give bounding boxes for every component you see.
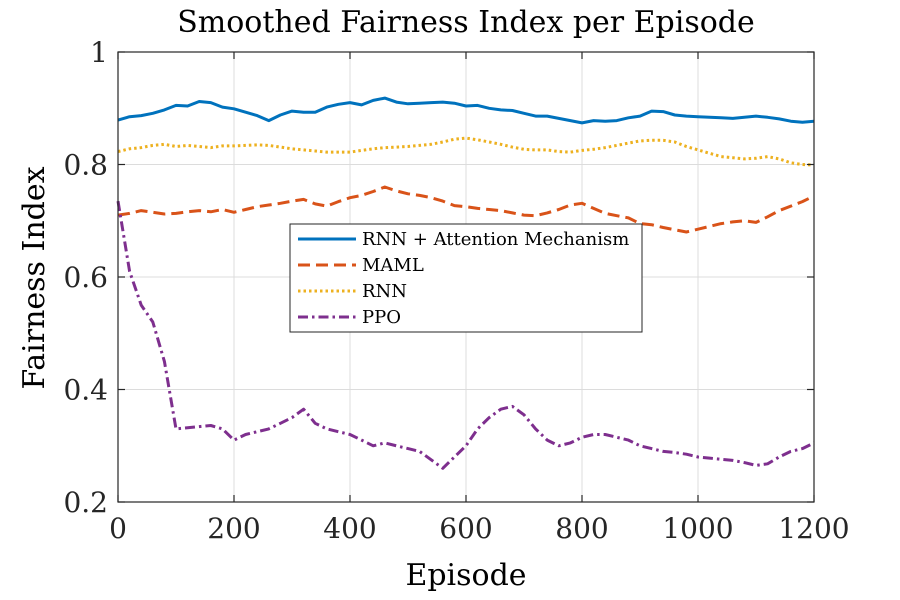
y-tick-label: 0.2 — [63, 486, 108, 519]
y-axis-label: Fairness Index — [17, 166, 52, 389]
series-line-maml — [117, 185, 815, 234]
x-tick-label: 600 — [439, 512, 492, 545]
series-line-ppo — [116, 200, 815, 470]
legend-box — [289, 223, 643, 333]
series-line-rnn — [117, 136, 815, 167]
y-tick-label: 1 — [90, 36, 108, 69]
x-tick-label: 0 — [109, 512, 127, 545]
axis-ticks: 0 200 400 600 800 1000 1200 0.2 0.4 0.6 0.8 1 — [63, 36, 849, 545]
y-tick-label: 0.6 — [63, 261, 108, 294]
x-axis-label: Episode — [405, 558, 526, 593]
legend-entry-label: RNN — [362, 281, 407, 302]
x-tick-label: 800 — [555, 512, 608, 545]
series-line-rnn-attention-mechanism — [117, 96, 815, 125]
y-tick-label: 0.8 — [63, 149, 108, 182]
x-tick-label: 1000 — [662, 512, 733, 545]
legend-entry-label: MAML — [362, 255, 424, 276]
x-tick-label: 200 — [207, 512, 260, 545]
x-tick-label: 1200 — [778, 512, 849, 545]
y-tick-label: 0.4 — [63, 374, 108, 407]
legend: RNN + Attention Mechanism MAML RNN PPO — [289, 223, 643, 333]
legend-entry-label: PPO — [362, 307, 401, 328]
series-layer — [116, 96, 815, 470]
chart-title: Smoothed Fairness Index per Episode — [177, 5, 755, 40]
legend-entry-label: RNN + Attention Mechanism — [362, 229, 629, 250]
x-tick-label: 400 — [323, 512, 376, 545]
